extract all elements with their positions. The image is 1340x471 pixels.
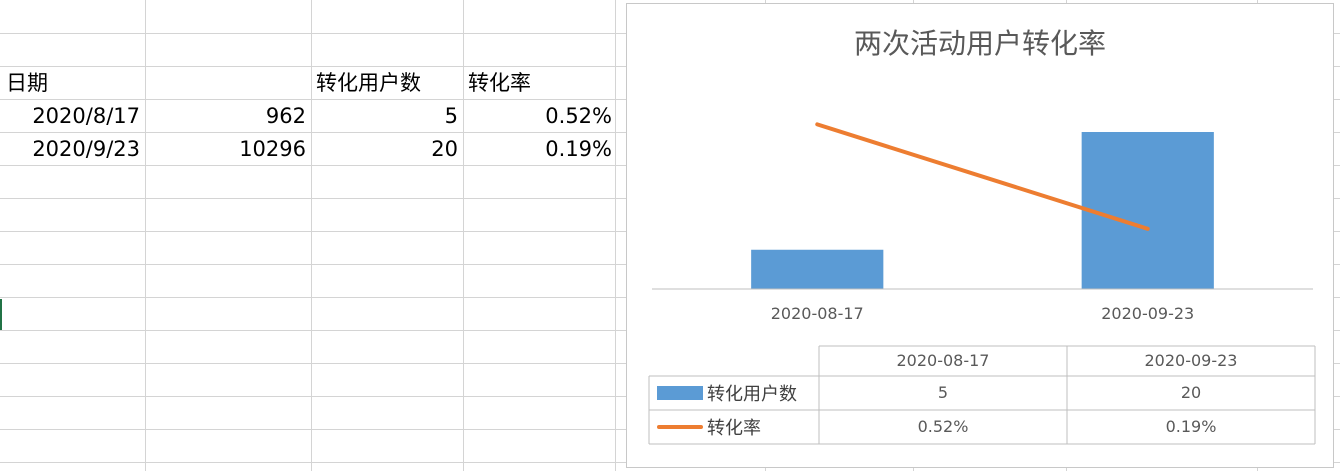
chart-data-table: 2020-08-17 2020-09-23 5 20 0.52% 0.19% <box>819 346 1315 444</box>
cell-date[interactable]: 2020/8/17 <box>32 104 140 128</box>
x-tick-label: 2020-09-23 <box>1101 304 1195 323</box>
data-table-value: 0.19% <box>1165 417 1217 436</box>
bar <box>1081 132 1214 289</box>
legend-line-swatch <box>657 425 703 429</box>
data-table-value: 0.52% <box>917 417 969 436</box>
data-table-header: 2020-09-23 <box>1144 351 1238 370</box>
cell-date[interactable]: 2020/9/23 <box>32 137 140 161</box>
cell-participants[interactable]: 962 <box>265 104 306 128</box>
active-cell-marker <box>0 299 2 330</box>
chart-title[interactable]: 两次活动用户转化率 <box>853 27 1106 60</box>
data-table-value: 5 <box>937 383 949 402</box>
header-cell-conversion-rate[interactable]: 转化率 <box>468 71 531 95</box>
cell-participants[interactable]: 10296 <box>239 137 306 161</box>
column-divider <box>463 0 464 471</box>
bar <box>751 249 884 289</box>
legend-bar-swatch <box>657 386 703 400</box>
column-divider <box>145 0 146 471</box>
cell-converted-users[interactable]: 5 <box>444 104 458 128</box>
legend-entry-bar[interactable]: 转化用户数 <box>657 376 797 410</box>
legend-label: 转化用户数 <box>707 384 797 405</box>
x-tick-label: 2020-08-17 <box>770 304 864 323</box>
data-table-value: 20 <box>1180 383 1202 402</box>
column-divider <box>311 0 312 471</box>
line-series <box>815 122 1150 231</box>
legend-entry-line[interactable]: 转化率 <box>657 410 761 444</box>
header-cell-date[interactable]: 日期 <box>6 71 48 95</box>
column-divider <box>615 0 616 471</box>
chart-plot-area <box>648 122 1316 445</box>
cell-conversion-rate[interactable]: 0.52% <box>545 104 612 128</box>
legend-label: 转化率 <box>707 418 761 439</box>
cell-conversion-rate[interactable]: 0.19% <box>545 137 612 161</box>
combo-chart[interactable]: 两次活动用户转化率 2020-08-17 2020-09-23 2020-08-… <box>626 3 1334 468</box>
data-table-header: 2020-08-17 <box>896 351 990 370</box>
cell-converted-users[interactable]: 20 <box>431 137 458 161</box>
header-cell-converted-users[interactable]: 转化用户数 <box>316 71 421 95</box>
